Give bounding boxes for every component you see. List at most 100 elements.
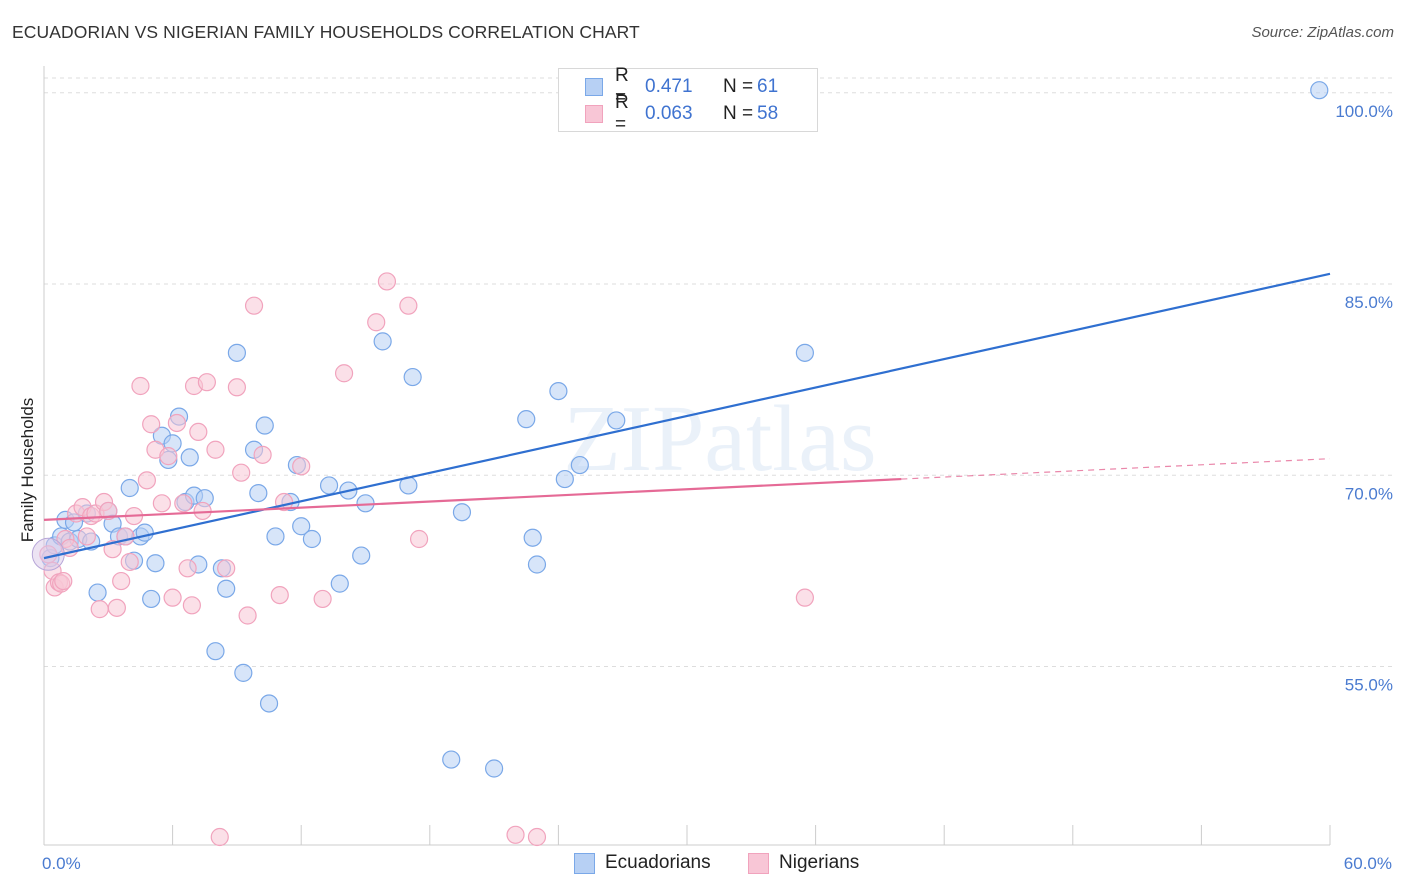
- data-point: [442, 750, 461, 769]
- data-point: [232, 463, 251, 482]
- data-point: [517, 410, 536, 429]
- legend-r-value: 0.471: [645, 76, 693, 97]
- y-tick-label: 100.0%: [1335, 102, 1393, 121]
- axes: [43, 66, 1331, 846]
- trend-line-nigerians-extension: [901, 458, 1331, 480]
- trend-line-nigerians: [43, 477, 902, 521]
- data-point: [182, 596, 201, 615]
- data-point: [137, 471, 156, 490]
- data-point: [159, 447, 178, 466]
- data-point: [270, 585, 289, 605]
- data-point: [255, 416, 274, 435]
- data-point: [409, 529, 429, 549]
- legend-swatch-ecuadorians: [585, 78, 603, 96]
- series-label-nigerians: Nigerians: [779, 852, 860, 873]
- watermark: ZIPatlas: [563, 387, 876, 491]
- data-point: [189, 422, 208, 441]
- trend-line-ecuadorians: [43, 272, 1331, 560]
- data-point: [152, 494, 171, 513]
- data-point: [77, 527, 96, 546]
- chart-title: ECUADORIAN VS NIGERIAN FAMILY HOUSEHOLDS…: [12, 22, 640, 42]
- y-tick-label: 55.0%: [1345, 676, 1393, 695]
- series-legend-ecuadorians[interactable]: Ecuadorians: [574, 852, 711, 874]
- data-point: [523, 528, 542, 547]
- tick-labels: 55.0% 70.0% 85.0% 100.0% 0.0% 60.0%: [42, 102, 1393, 873]
- legend-r-value: 0.063: [645, 103, 693, 124]
- grid-lines: [44, 77, 1392, 667]
- data-point: [206, 642, 225, 661]
- data-point: [112, 571, 131, 591]
- data-point: [131, 376, 150, 396]
- data-point: [302, 529, 322, 549]
- data-point: [54, 571, 73, 591]
- data-point: [180, 448, 199, 467]
- correlation-legend: R = 0.471 N = 61 R = 0.063 N = 58: [558, 65, 818, 135]
- legend-n-label: N =: [723, 103, 754, 124]
- x-tick-label: 60.0%: [1344, 854, 1392, 873]
- data-point: [377, 272, 397, 291]
- series-legend: Ecuadorians Nigerians: [0, 852, 1406, 876]
- data-point: [452, 503, 472, 522]
- legend-row-ecuadorians: R = 0.471 N = 61: [585, 65, 779, 108]
- y-tick-label: 70.0%: [1345, 484, 1393, 503]
- data-point: [334, 364, 354, 383]
- data-point: [570, 455, 589, 475]
- data-point: [485, 759, 504, 778]
- data-point: [238, 606, 257, 625]
- legend-row-nigerians: R = 0.063 N = 58: [585, 92, 779, 135]
- data-point: [795, 343, 814, 362]
- data-point: [330, 574, 349, 593]
- legend-n-value: 61: [757, 76, 779, 97]
- data-point: [142, 415, 161, 434]
- legend-r-label: R =: [615, 65, 629, 108]
- data-point: [292, 517, 311, 536]
- series-label-ecuadorians: Ecuadorians: [605, 852, 711, 873]
- data-point: [319, 476, 339, 495]
- data-point: [197, 373, 216, 392]
- data-point: [527, 555, 547, 574]
- data-point: [249, 484, 268, 503]
- data-point: [373, 332, 392, 351]
- data-point: [292, 457, 311, 476]
- data-point: [555, 469, 574, 489]
- data-point: [352, 546, 371, 565]
- data-point: [163, 588, 182, 607]
- data-point: [1310, 81, 1329, 100]
- data-points: [31, 81, 1329, 847]
- data-point: [253, 445, 272, 464]
- data-point: [217, 579, 236, 598]
- data-point: [99, 501, 118, 521]
- data-point: [549, 382, 568, 401]
- data-point: [403, 367, 422, 387]
- data-point: [88, 583, 107, 602]
- y-tick-label: 85.0%: [1345, 293, 1393, 312]
- legend-swatch-nigerians: [585, 105, 603, 123]
- data-point: [244, 296, 264, 315]
- data-point: [234, 663, 253, 682]
- data-point: [120, 552, 139, 572]
- data-point: [227, 343, 246, 362]
- data-point: [90, 600, 109, 619]
- data-point: [174, 494, 193, 513]
- chart-source: Source: ZipAtlas.com: [1251, 24, 1394, 41]
- data-point: [795, 588, 814, 607]
- legend-r-label: R =: [615, 92, 629, 135]
- data-point: [399, 296, 418, 315]
- data-point: [259, 694, 279, 713]
- data-point: [167, 413, 186, 433]
- legend-n-label: N =: [723, 76, 754, 97]
- series-swatch-nigerians: [748, 852, 769, 874]
- data-point: [607, 411, 626, 430]
- data-point: [142, 589, 161, 609]
- series-legend-nigerians[interactable]: Nigerians: [748, 852, 859, 874]
- data-point: [217, 559, 236, 578]
- data-point: [178, 559, 197, 578]
- data-point: [206, 440, 225, 459]
- series-swatch-ecuadorians: [574, 852, 595, 874]
- data-point: [120, 478, 139, 498]
- data-point: [135, 523, 154, 542]
- legend-n-value: 58: [757, 103, 779, 124]
- x-tick-label: 0.0%: [42, 854, 81, 873]
- data-point: [527, 827, 547, 847]
- data-point: [266, 527, 285, 546]
